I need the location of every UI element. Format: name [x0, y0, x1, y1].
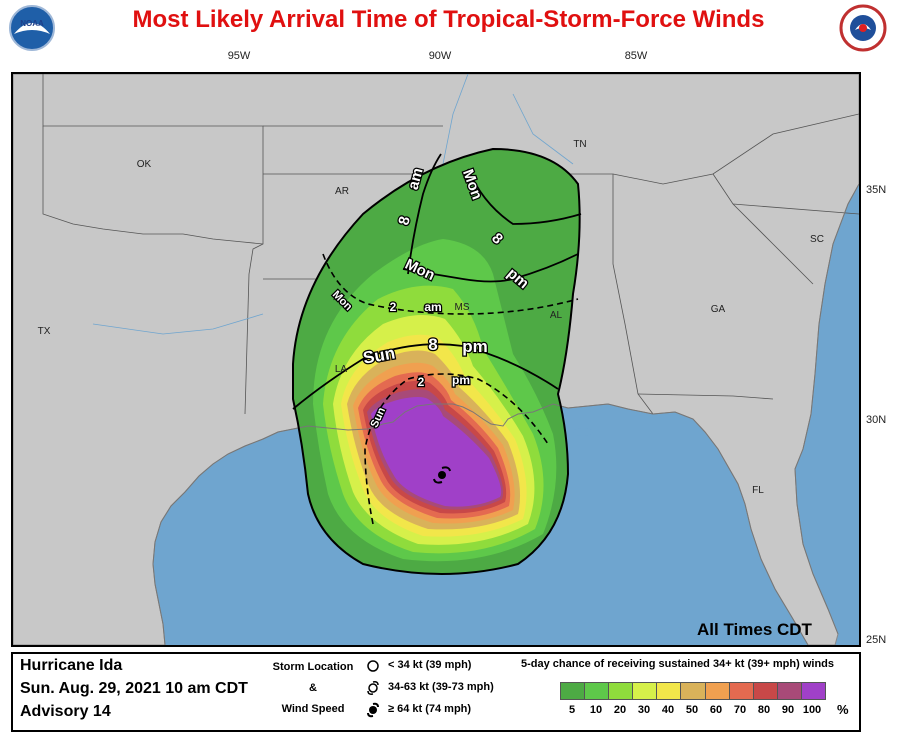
state-label-tx: TX [38, 326, 51, 337]
probability-swatch [681, 683, 706, 699]
probability-swatch [585, 683, 610, 699]
state-label-ar: AR [335, 186, 349, 197]
storm-location-label: Storm Location [272, 661, 354, 673]
probability-tick-label: 5 [568, 704, 576, 716]
arrival-label: pm [462, 337, 488, 356]
probability-tick-label: 30 [637, 704, 651, 716]
probability-legend-title: 5-day chance of receiving sustained 34+ … [521, 658, 834, 670]
probability-swatch [801, 683, 826, 699]
symbol-ge64-label: ≥ 64 kt (74 mph) [388, 703, 472, 715]
longitude-label: 95W [227, 50, 251, 62]
arrival-label: pm [452, 373, 470, 387]
probability-swath [293, 149, 580, 574]
contour-mon-8am [407, 153, 442, 275]
wind-speed-label: Wind Speed [281, 703, 345, 715]
symbol-34-63-label: 34-63 kt (39-73 mph) [388, 681, 494, 693]
latitude-label: 35N [866, 184, 887, 196]
arrival-label: 8 [428, 335, 437, 354]
hurricane-symbol-icon [433, 466, 451, 484]
swath-outline [292, 147, 581, 575]
storm-open-circle-icon [367, 660, 379, 672]
state-label-ga: GA [711, 304, 726, 315]
arrival-label: 2 [418, 375, 425, 389]
state-label-fl: FL [752, 485, 764, 496]
symbol-lt34-label: < 34 kt (39 mph) [388, 659, 472, 671]
state-label-ok: OK [137, 159, 152, 170]
state-label-ms: MS [455, 302, 470, 313]
nws-logo [839, 4, 887, 52]
probability-tick-label: 40 [661, 704, 675, 716]
storm-name: Hurricane Ida [20, 657, 123, 674]
state-label-la: LA [335, 364, 348, 375]
svg-text:NOAA: NOAA [20, 19, 44, 28]
probability-tick-label: 70 [733, 704, 747, 716]
map-title: Most Likely Arrival Time of Tropical-Sto… [132, 6, 765, 33]
arrival-time-dashed-contours [322, 253, 579, 525]
map-panel: OK AR TN SC TX MS AL GA LA FL 8 am Mon M… [11, 72, 861, 647]
storm-tropical-icon [367, 681, 379, 695]
latitude-label: 25N [866, 634, 887, 646]
contour-mon-2am [322, 253, 579, 315]
noaa-logo: NOAA [9, 5, 55, 51]
arrival-label: 2 [390, 300, 397, 314]
probability-color-bar [560, 682, 826, 700]
probability-tick-label: 60 [709, 704, 723, 716]
arrival-label: am [424, 300, 441, 314]
storm-hurricane-icon [367, 702, 379, 718]
contour-mon-8pm [402, 253, 579, 283]
probability-tick-label: 10 [589, 704, 603, 716]
percent-sign: % [837, 702, 849, 717]
latitude-label: 30N [866, 414, 887, 426]
probability-tick-label: 50 [685, 704, 699, 716]
probability-tick-label: 20 [613, 704, 627, 716]
probability-swatch [753, 683, 778, 699]
probability-swatch [657, 683, 682, 699]
state-label-tn: TN [573, 139, 586, 150]
bay [573, 428, 593, 436]
contour-sun-8pm [292, 343, 559, 410]
state-label-al: AL [550, 310, 563, 321]
contour-mon-8am-east [467, 168, 582, 225]
probability-tick-label: 80 [757, 704, 771, 716]
advisory-number: Advisory 14 [20, 703, 111, 720]
probability-swatch [609, 683, 634, 699]
probability-tick-label: 90 [781, 704, 795, 716]
state-label-sc: SC [810, 234, 824, 245]
longitude-label: 90W [428, 50, 452, 62]
contour-sun-2pm [364, 373, 549, 525]
probability-swatch [633, 683, 658, 699]
storm-datetime: Sun. Aug. 29, 2021 10 am CDT [20, 680, 248, 697]
map-canvas: OK AR TN SC TX MS AL GA LA FL 8 am Mon M… [13, 74, 859, 645]
arrival-time-contours [292, 153, 582, 410]
probability-tick-label: 100 [802, 704, 822, 716]
probability-swatch [777, 683, 802, 699]
coastline [152, 183, 859, 645]
amp-label: & [309, 682, 317, 694]
probability-swatch [729, 683, 754, 699]
times-note: All Times CDT [697, 620, 812, 639]
probability-swatch [561, 683, 586, 699]
legend-panel: Hurricane Ida Sun. Aug. 29, 2021 10 am C… [11, 652, 861, 732]
longitude-label: 85W [624, 50, 648, 62]
probability-swatch [705, 683, 730, 699]
